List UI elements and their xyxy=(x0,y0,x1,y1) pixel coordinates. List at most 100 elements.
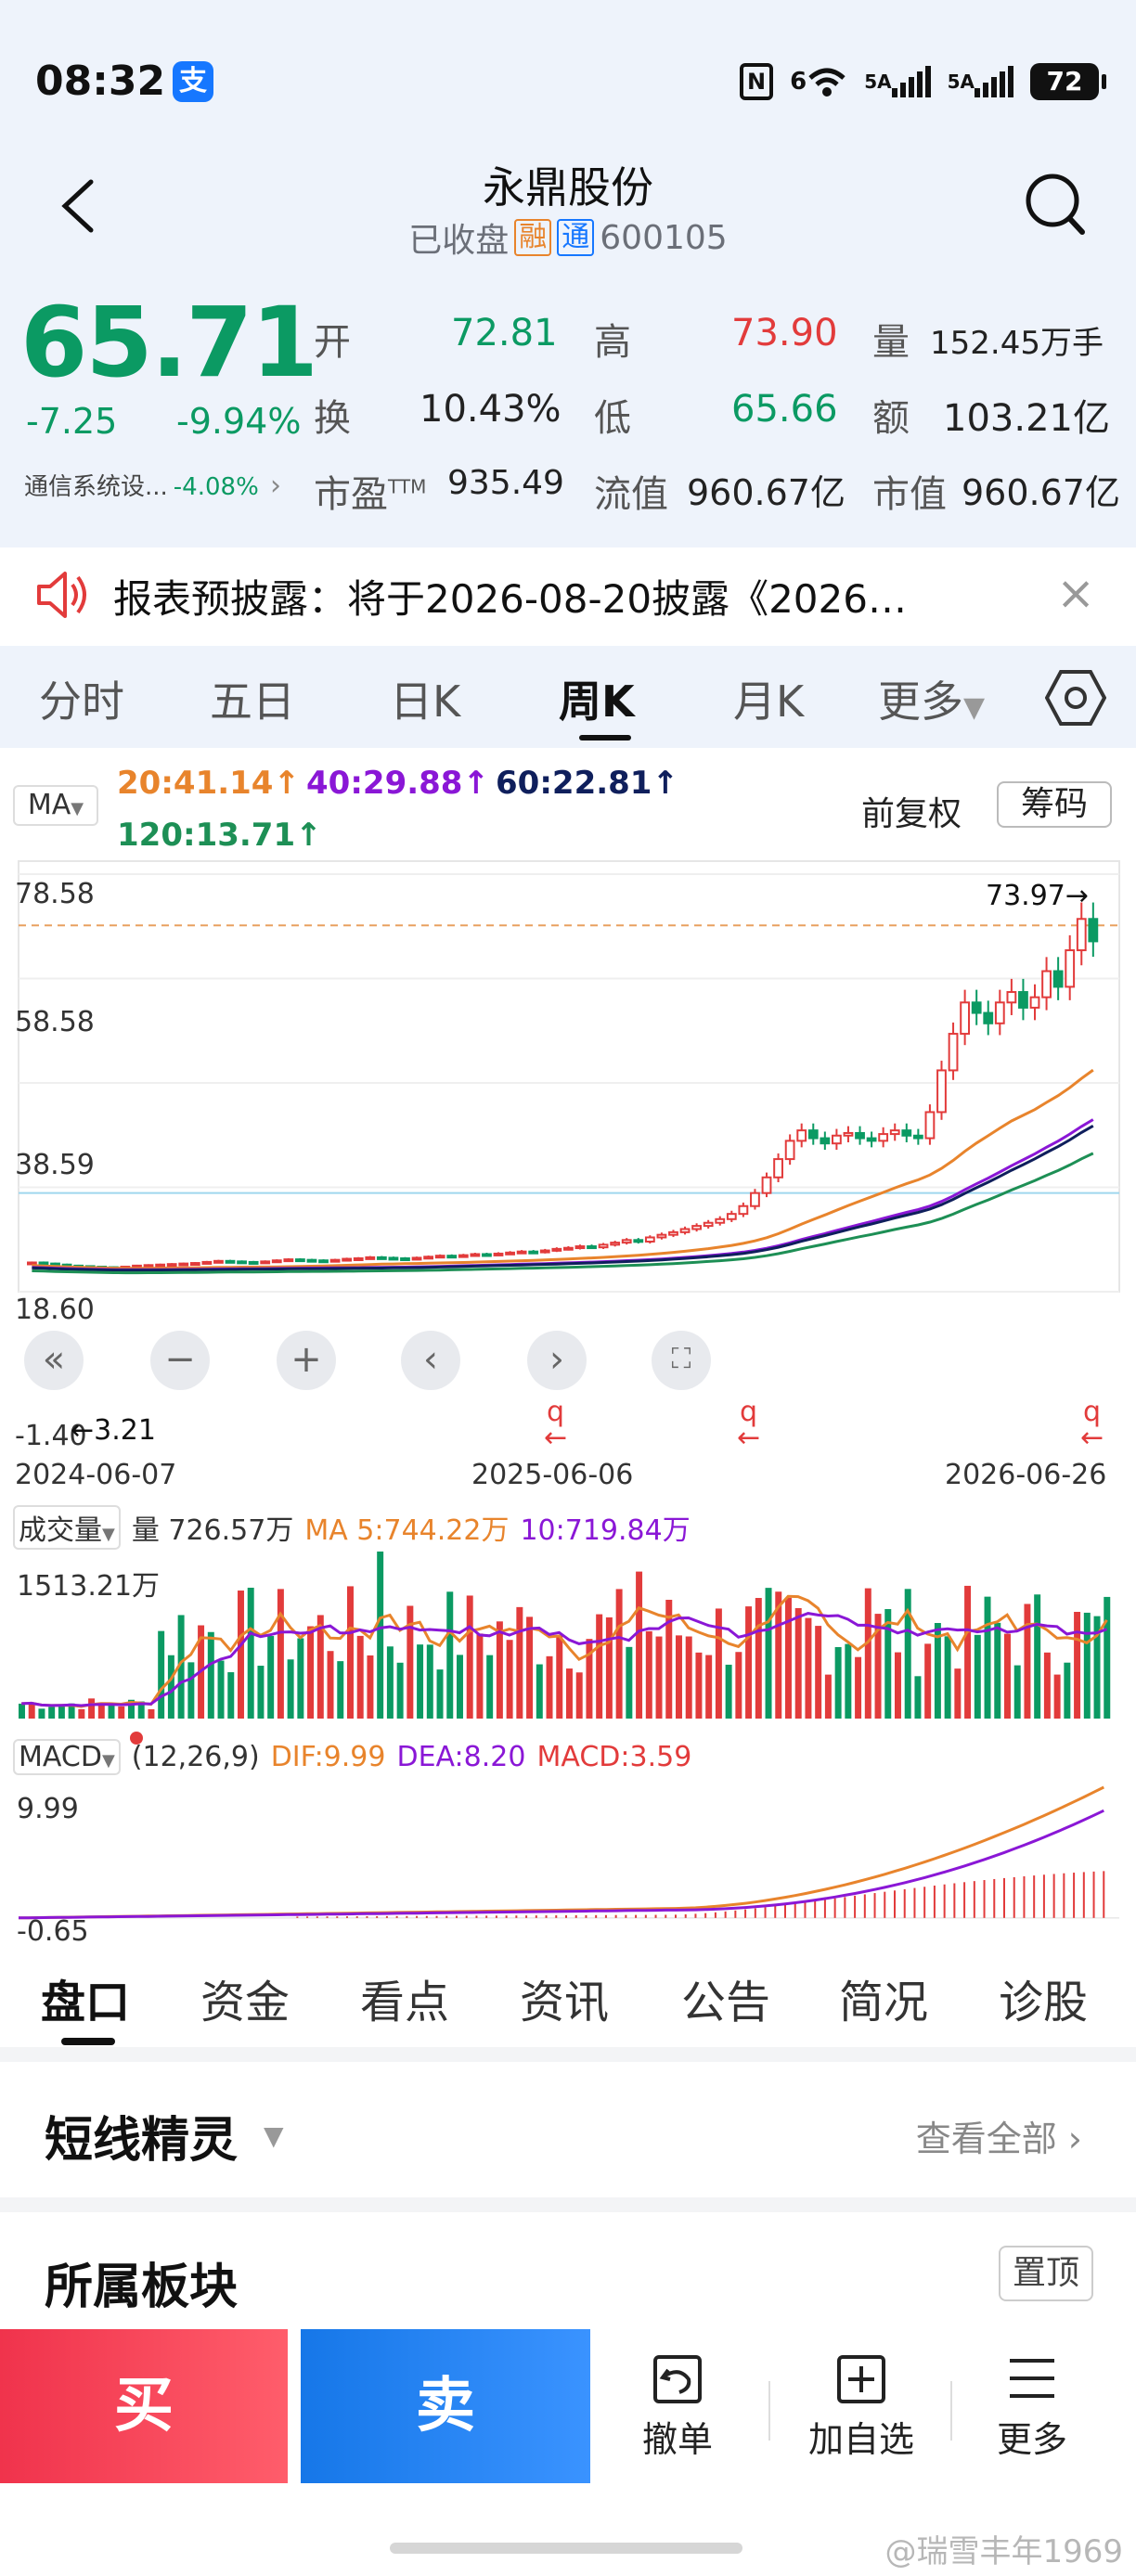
tab-monthly-k[interactable]: 月K xyxy=(733,676,805,727)
candle xyxy=(1029,996,1040,1009)
volume-bar xyxy=(665,1599,673,1719)
tab-order-book[interactable]: 盘口 xyxy=(41,1977,131,2029)
pan-left-button[interactable]: ‹ xyxy=(401,1331,460,1390)
candle xyxy=(353,1256,364,1261)
search-icon[interactable] xyxy=(1023,171,1088,239)
candle xyxy=(551,1247,562,1252)
add-watchlist-button[interactable]: 加自选 xyxy=(778,2346,945,2462)
fullscreen-icon[interactable]: ⛶ xyxy=(652,1331,711,1390)
zoom-in-button[interactable]: + xyxy=(277,1331,336,1390)
tab-daily-k[interactable]: 日K xyxy=(390,676,461,727)
candle xyxy=(679,1228,691,1233)
pe-value: 935.49 xyxy=(447,464,564,502)
candle xyxy=(738,1204,749,1216)
view-all-link[interactable]: 查看全部 › xyxy=(915,2119,1082,2159)
zoom-out-button[interactable]: − xyxy=(150,1331,210,1390)
speaker-icon xyxy=(33,570,89,624)
macd-chart[interactable] xyxy=(0,1778,1136,1954)
volume-bar xyxy=(1093,1616,1101,1719)
volume-bar xyxy=(845,1643,852,1719)
volume-bar xyxy=(347,1586,354,1719)
tab-weekly-k[interactable]: 周K xyxy=(559,676,635,727)
event-marker-3[interactable]: q ← xyxy=(1080,1396,1104,1454)
tab-more[interactable]: 更多▼ xyxy=(878,676,986,727)
settings-hexagon-icon[interactable] xyxy=(1044,668,1107,731)
dea-line xyxy=(18,1809,1104,1920)
volume-bar xyxy=(407,1605,414,1719)
pin-top-button[interactable]: 置顶 xyxy=(999,2246,1093,2301)
price-change-pct: -9.94% xyxy=(176,401,302,442)
candle xyxy=(855,1131,865,1140)
candle xyxy=(726,1213,737,1220)
menu-icon xyxy=(949,2346,1116,2411)
candle xyxy=(574,1245,586,1250)
volume-chart[interactable] xyxy=(0,1552,1136,1728)
ma-selector[interactable]: MA▼ xyxy=(13,785,98,826)
y-label-3: 38.59 xyxy=(15,1149,95,1181)
cancel-order-icon xyxy=(594,2346,761,2411)
volume-bar xyxy=(855,1656,862,1719)
short-term-title[interactable]: 短线精灵 ▼ xyxy=(45,2113,284,2169)
candle xyxy=(446,1255,458,1259)
candle xyxy=(271,1259,282,1264)
event-marker-2[interactable]: q ← xyxy=(737,1396,761,1454)
chip-button[interactable]: 筹码 xyxy=(997,781,1112,828)
y-label-5: -1.40 xyxy=(15,1420,87,1452)
volume-bar xyxy=(128,1699,135,1719)
tab-five-day[interactable]: 五日 xyxy=(210,676,295,727)
more-button[interactable]: 更多 xyxy=(949,2346,1116,2462)
tab-intraday[interactable]: 分时 xyxy=(39,676,124,727)
volume-bar xyxy=(466,1595,473,1719)
volume-bar xyxy=(685,1636,692,1719)
battery-icon: 72 xyxy=(1030,63,1106,100)
volume-bar xyxy=(765,1588,772,1719)
tab-underline xyxy=(579,735,631,741)
volume-bar xyxy=(526,1616,534,1719)
plus-box-icon xyxy=(778,2346,945,2411)
zoom-far-left-button[interactable]: « xyxy=(24,1331,84,1390)
volume-bar xyxy=(28,1702,35,1719)
sell-button[interactable]: 卖 xyxy=(301,2329,590,2483)
candle xyxy=(644,1236,655,1243)
cancel-order-button[interactable]: 撤单 xyxy=(594,2346,761,2462)
home-indicator[interactable] xyxy=(390,2543,742,2554)
tab-diagnosis[interactable]: 诊股 xyxy=(999,1977,1089,2029)
volume-bar xyxy=(596,1614,603,1719)
tab-announcements[interactable]: 公告 xyxy=(681,1977,771,2029)
buy-button[interactable]: 买 xyxy=(0,2329,288,2483)
candle xyxy=(668,1230,678,1236)
volume-selector[interactable]: 成交量▼ xyxy=(13,1505,121,1550)
kline-chart[interactable] xyxy=(0,856,1136,1320)
tab-funds[interactable]: 资金 xyxy=(200,1977,290,2029)
close-icon[interactable]: × xyxy=(1056,566,1095,620)
event-marker-1[interactable]: q ← xyxy=(544,1396,568,1454)
adjust-mode[interactable]: 前复权 xyxy=(861,795,962,833)
candle xyxy=(971,1001,982,1014)
pan-right-button[interactable]: › xyxy=(527,1331,587,1390)
volume-now: 量 726.57万 xyxy=(131,1514,294,1547)
candle xyxy=(166,1263,177,1268)
volume-bar xyxy=(97,1702,105,1719)
volume-bar xyxy=(615,1589,623,1719)
tab-highlights[interactable]: 看点 xyxy=(360,1977,450,2029)
candle xyxy=(807,1129,819,1140)
volume-bar xyxy=(735,1652,742,1719)
volume-bar xyxy=(586,1639,593,1719)
volume-bar xyxy=(496,1621,503,1719)
candle xyxy=(796,1129,807,1142)
volume-bar xyxy=(745,1606,753,1719)
tab-profile[interactable]: 简况 xyxy=(839,1977,929,2029)
volume-bar xyxy=(805,1617,812,1719)
divider xyxy=(950,2381,952,2441)
volume-bar xyxy=(506,1640,513,1719)
candle xyxy=(38,1261,49,1266)
status-time: 08:32 xyxy=(35,58,166,105)
macd-selector[interactable]: MACD▼ xyxy=(13,1739,121,1775)
sector-link[interactable]: 通信系统设... -4.08% › xyxy=(24,470,282,502)
volume-bar xyxy=(367,1655,374,1719)
volume-bar xyxy=(964,1585,972,1719)
back-arrow-icon[interactable] xyxy=(56,178,102,234)
candle xyxy=(843,1131,854,1137)
notice-bar[interactable]: 报表预披露：将于2026-08-20披露《2026… × xyxy=(0,547,1136,640)
tab-news[interactable]: 资讯 xyxy=(520,1977,610,2029)
